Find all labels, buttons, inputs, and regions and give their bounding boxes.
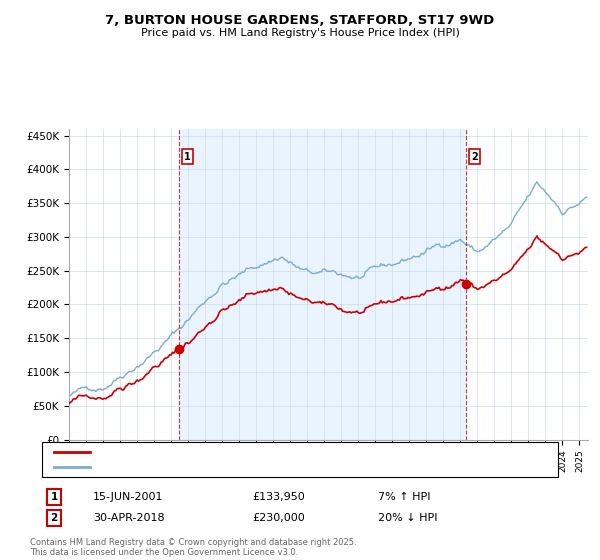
- Text: 20% ↓ HPI: 20% ↓ HPI: [378, 513, 437, 523]
- Text: 15-JUN-2001: 15-JUN-2001: [93, 492, 163, 502]
- Text: 7% ↑ HPI: 7% ↑ HPI: [378, 492, 431, 502]
- Text: 7, BURTON HOUSE GARDENS, STAFFORD, ST17 9WD (detached house): 7, BURTON HOUSE GARDENS, STAFFORD, ST17 …: [99, 447, 445, 457]
- Text: £230,000: £230,000: [252, 513, 305, 523]
- Text: 2: 2: [50, 513, 58, 523]
- Text: 1: 1: [50, 492, 58, 502]
- Text: HPI: Average price, detached house, Stafford: HPI: Average price, detached house, Staf…: [99, 463, 319, 473]
- Bar: [179, 129, 466, 440]
- Text: 1: 1: [184, 152, 191, 162]
- Text: £133,950: £133,950: [252, 492, 305, 502]
- Text: 30-APR-2018: 30-APR-2018: [93, 513, 164, 523]
- Text: Contains HM Land Registry data © Crown copyright and database right 2025.
This d: Contains HM Land Registry data © Crown c…: [30, 538, 356, 557]
- Text: 2: 2: [471, 152, 478, 162]
- Text: 7, BURTON HOUSE GARDENS, STAFFORD, ST17 9WD: 7, BURTON HOUSE GARDENS, STAFFORD, ST17 …: [106, 14, 494, 27]
- Text: Price paid vs. HM Land Registry's House Price Index (HPI): Price paid vs. HM Land Registry's House …: [140, 28, 460, 38]
